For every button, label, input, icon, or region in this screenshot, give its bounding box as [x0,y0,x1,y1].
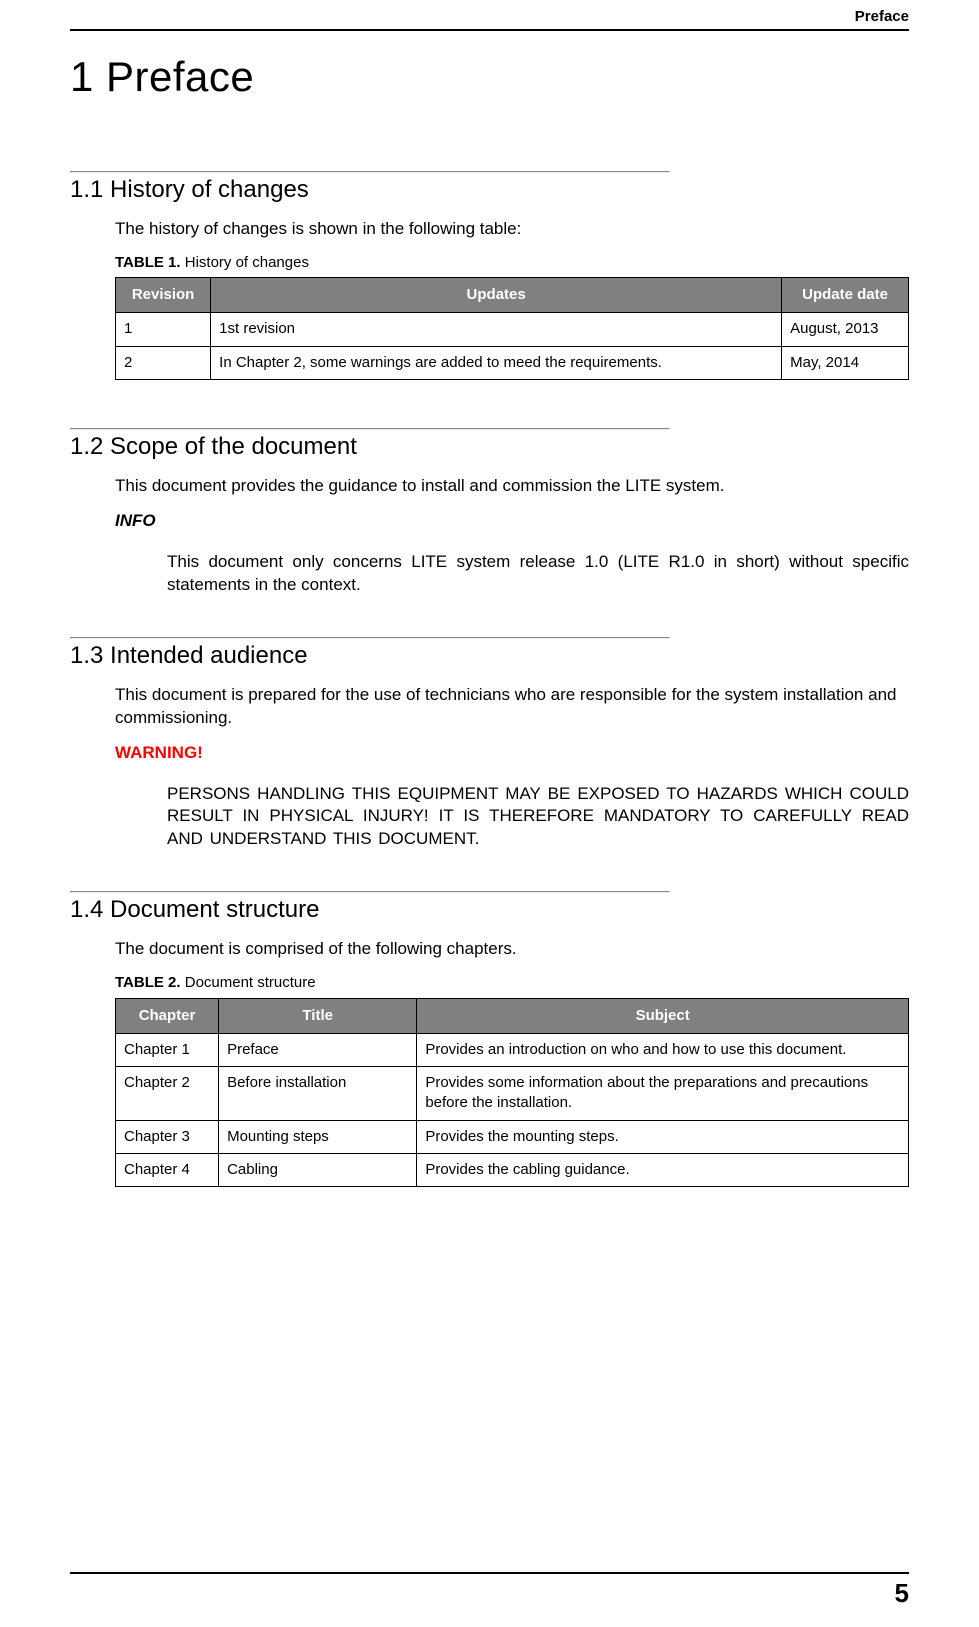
td: Chapter 3 [116,1120,219,1153]
table-row: Chapter 3 Mounting steps Provides the mo… [116,1120,909,1153]
table-row: 1 1st revision August, 2013 [116,313,909,346]
section-heading-audience: 1.3 Intended audience [70,642,909,670]
section-body-scope: This document provides the guidance to i… [115,475,909,597]
td: Mounting steps [219,1120,417,1153]
td: 2 [116,346,211,379]
info-label: INFO [115,510,909,533]
th-update-date: Update date [782,278,909,313]
section-heading-history: 1.1 History of changes [70,176,909,204]
running-header: Preface [70,0,909,31]
th-subject: Subject [417,998,909,1033]
td: Provides an introduction on who and how … [417,1033,909,1066]
scope-intro: This document provides the guidance to i… [115,475,909,498]
table-header-row: Revision Updates Update date [116,278,909,313]
table1-caption: TABLE 1. History of changes [115,253,909,273]
section-body-history: The history of changes is shown in the f… [115,218,909,380]
th-chapter: Chapter [116,998,219,1033]
th-title: Title [219,998,417,1033]
table1-caption-text: History of changes [181,254,309,271]
table-row: Chapter 4 Cabling Provides the cabling g… [116,1153,909,1186]
td: August, 2013 [782,313,909,346]
table2-caption-text: Document structure [181,974,316,991]
td: Chapter 2 [116,1067,219,1121]
th-revision: Revision [116,278,211,313]
td: Preface [219,1033,417,1066]
history-intro: The history of changes is shown in the f… [115,218,909,241]
page: Preface 1 Preface 1.1 History of changes… [0,0,979,1627]
audience-intro: This document is prepared for the use of… [115,684,909,730]
section-rule [70,171,670,173]
th-updates: Updates [211,278,782,313]
td: 1st revision [211,313,782,346]
page-number: 5 [895,1578,909,1608]
td: Provides the cabling guidance. [417,1153,909,1186]
table-structure: Chapter Title Subject Chapter 1 Preface … [115,998,909,1188]
warning-label: WARNING! [115,742,909,765]
table2-caption-prefix: TABLE 2. [115,974,181,991]
table-header-row: Chapter Title Subject [116,998,909,1033]
td: 1 [116,313,211,346]
td: Chapter 1 [116,1033,219,1066]
table2-caption: TABLE 2. Document structure [115,973,909,993]
structure-intro: The document is comprised of the followi… [115,938,909,961]
chapter-title: 1 Preface [70,53,909,101]
td: In Chapter 2, some warnings are added to… [211,346,782,379]
section-rule [70,637,670,639]
section-body-audience: This document is prepared for the use of… [115,684,909,852]
page-footer: 5 [70,1572,909,1609]
td: May, 2014 [782,346,909,379]
section-rule [70,428,670,430]
table-history: Revision Updates Update date 1 1st revis… [115,277,909,380]
table-row: Chapter 1 Preface Provides an introducti… [116,1033,909,1066]
table-row: Chapter 2 Before installation Provides s… [116,1067,909,1121]
table-row: 2 In Chapter 2, some warnings are added … [116,346,909,379]
section-heading-scope: 1.2 Scope of the document [70,433,909,461]
section-body-structure: The document is comprised of the followi… [115,938,909,1187]
section-rule [70,891,670,893]
td: Before installation [219,1067,417,1121]
td: Chapter 4 [116,1153,219,1186]
table1-caption-prefix: TABLE 1. [115,254,181,271]
td: Provides some information about the prep… [417,1067,909,1121]
section-heading-structure: 1.4 Document structure [70,896,909,924]
warning-body: PERSONS HANDLING THIS EQUIPMENT MAY BE E… [167,783,909,852]
info-body: This document only concerns LITE system … [167,551,909,597]
td: Cabling [219,1153,417,1186]
td: Provides the mounting steps. [417,1120,909,1153]
